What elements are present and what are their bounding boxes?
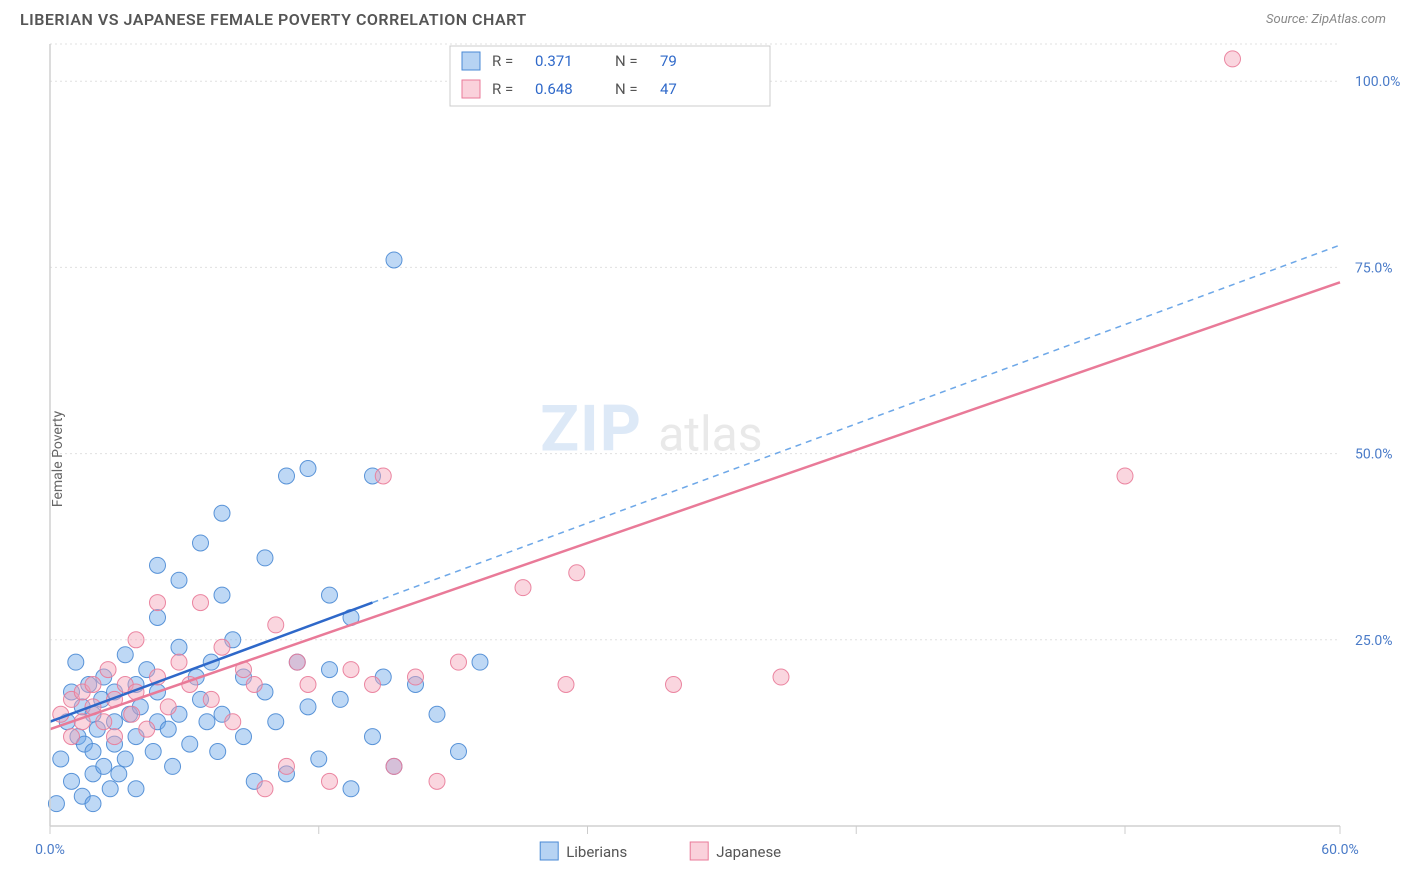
svg-text:Liberians: Liberians <box>566 843 627 861</box>
svg-text:R =: R = <box>492 80 513 98</box>
svg-text:25.0%: 25.0% <box>1355 633 1393 649</box>
svg-text:47: 47 <box>660 80 677 98</box>
svg-text:atlas: atlas <box>658 406 762 463</box>
svg-text:N =: N = <box>615 80 638 98</box>
svg-text:N =: N = <box>615 52 638 70</box>
svg-text:75.0%: 75.0% <box>1355 260 1393 276</box>
svg-text:R =: R = <box>492 52 513 70</box>
svg-text:0.371: 0.371 <box>535 52 573 70</box>
chart-source: Source: ZipAtlas.com <box>1266 12 1386 27</box>
svg-text:50.0%: 50.0% <box>1355 447 1393 463</box>
svg-text:0.0%: 0.0% <box>35 842 65 858</box>
scatter-chart: 25.0% 50.0% 75.0% 100.0% ZIP atlas 0.0% 60.0% R … <box>0 34 1406 864</box>
chart-container: Female Poverty 25.0% 50.0% 75.0% 100.0% ZIP a… <box>0 34 1406 884</box>
svg-text:100.0%: 100.0% <box>1355 74 1400 90</box>
svg-text:Japanese: Japanese <box>716 843 781 861</box>
svg-text:60.0%: 60.0% <box>1321 842 1359 858</box>
chart-title: LIBERIAN VS JAPANESE FEMALE POVERTY CORR… <box>20 10 527 29</box>
svg-text:0.648: 0.648 <box>535 80 573 98</box>
svg-text:ZIP: ZIP <box>540 392 642 467</box>
svg-text:79: 79 <box>660 52 677 70</box>
y-axis-label: Female Poverty <box>50 411 66 507</box>
